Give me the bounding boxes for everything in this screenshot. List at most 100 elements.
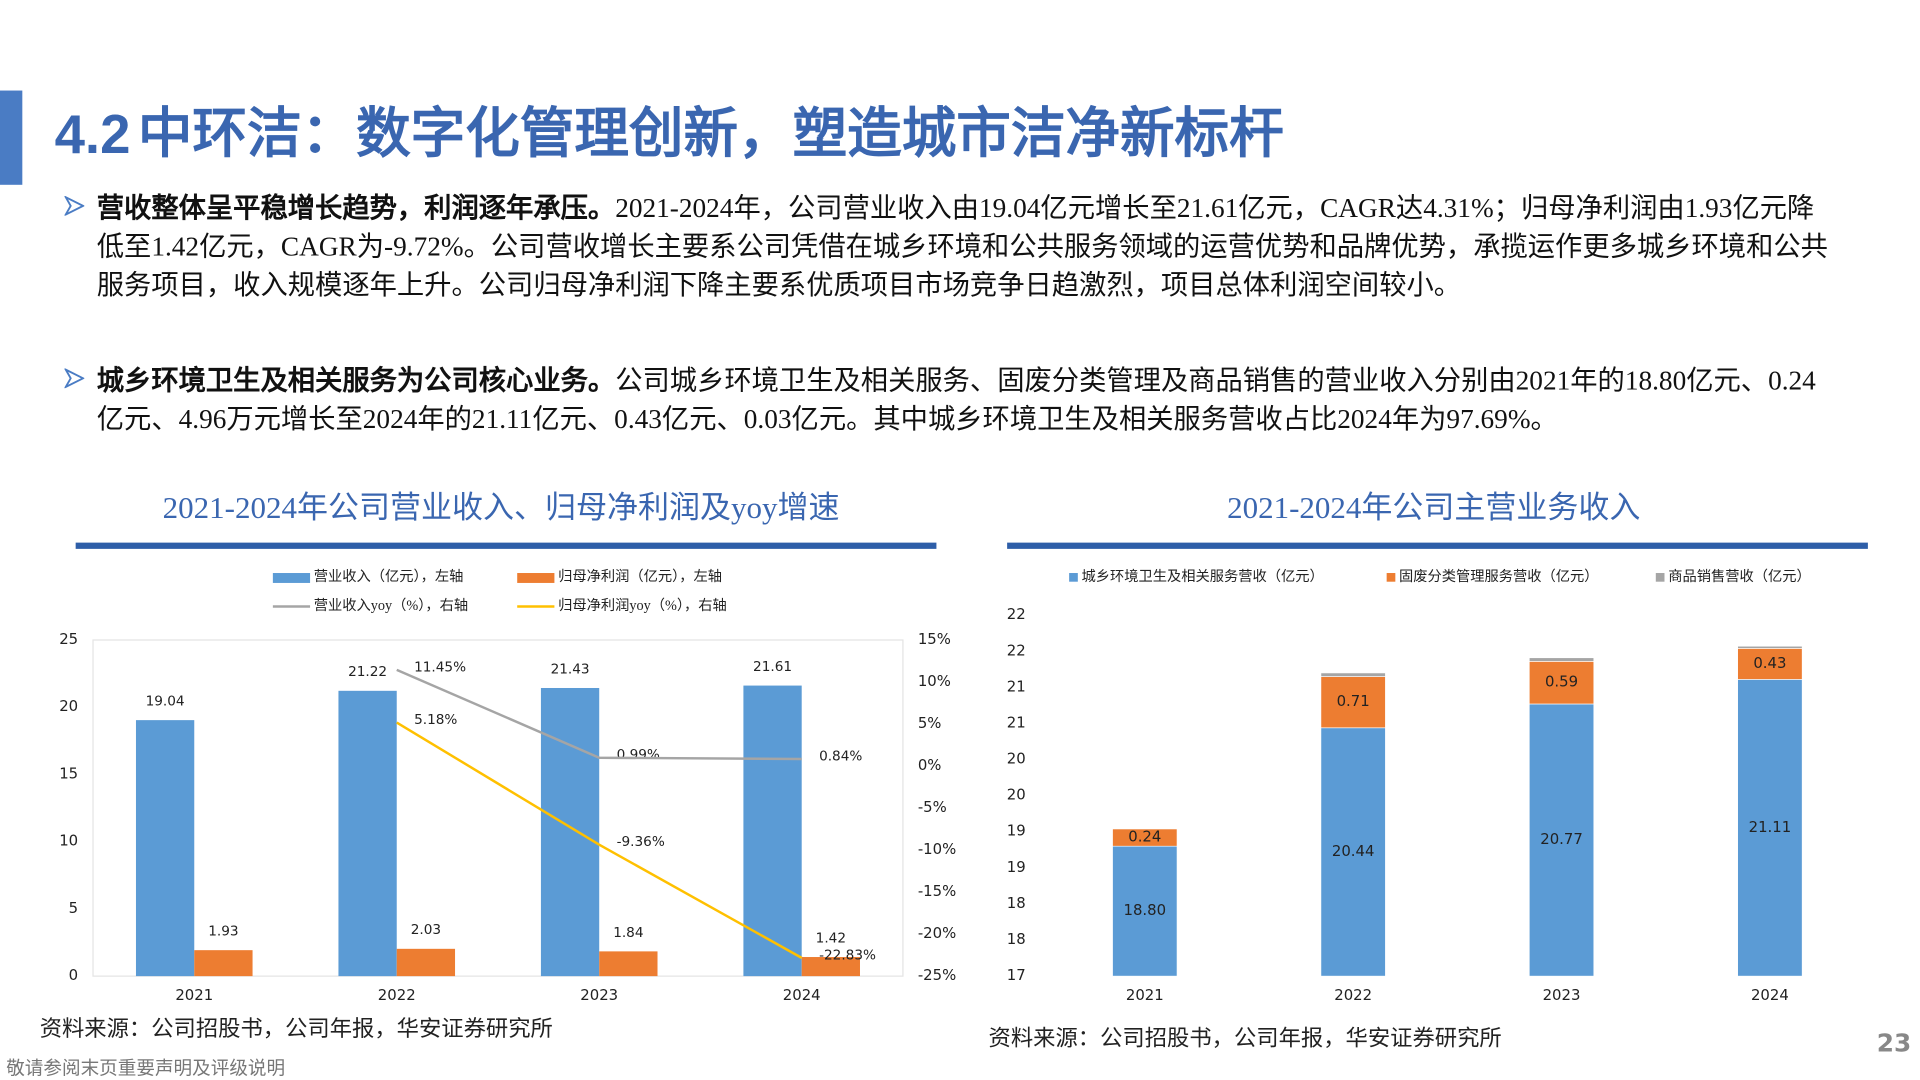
plot-frame bbox=[92, 639, 904, 977]
y2-tick-label: 10% bbox=[918, 672, 951, 690]
bar-segment bbox=[1528, 657, 1595, 662]
chart-title: 2021-2024年公司营业收入、归母净利润及yoy增速 bbox=[163, 490, 840, 525]
bullet: 城乡环境卫生及相关服务为公司核心业务。公司城乡环境卫生及相关服务、固废分类管理及… bbox=[64, 361, 1833, 438]
y2-tick-label: -20% bbox=[918, 924, 956, 942]
data-label: -22.83% bbox=[819, 947, 876, 963]
legend-label: 营业收入（亿元），左轴 bbox=[314, 568, 464, 585]
y-tick-label: 21 bbox=[1007, 677, 1026, 695]
y-tick-label: 17 bbox=[1007, 966, 1026, 984]
source-note: 资料来源：公司招股书，公司年报，华安证券研究所 bbox=[40, 1016, 553, 1041]
title-number: 4.2 bbox=[55, 104, 131, 165]
y2-tick-label: 0% bbox=[918, 756, 942, 774]
y2-tick-label: 15% bbox=[918, 630, 951, 648]
y2-tick-label: -10% bbox=[918, 840, 956, 858]
data-label: 21.22 bbox=[348, 664, 387, 680]
data-label: 1.93 bbox=[208, 924, 238, 940]
bar-segment bbox=[1320, 676, 1386, 729]
chart-title: 2021-2024年公司主营业务收入 bbox=[1227, 490, 1640, 525]
disclaimer: 敬请参阅末页重要声明及评级说明 bbox=[6, 1059, 285, 1080]
y2-tick-label: 5% bbox=[918, 714, 942, 732]
slide-title: 4.2 中环洁：数字化管理创新，塑造城市洁净新标杆 bbox=[55, 102, 1284, 165]
x-tick-label: 2022 bbox=[1334, 986, 1372, 1004]
x-tick-label: 2021 bbox=[1126, 986, 1164, 1004]
y2-tick-label: -25% bbox=[918, 966, 956, 984]
bullet-arrow bbox=[64, 195, 85, 216]
bar bbox=[194, 950, 253, 977]
bar-segment bbox=[1737, 679, 1803, 977]
data-label: 20.44 bbox=[1332, 842, 1375, 860]
bar bbox=[540, 687, 600, 977]
data-label: 21.11 bbox=[1749, 818, 1792, 836]
bar-segment bbox=[1528, 661, 1595, 705]
title-accent bbox=[0, 90, 23, 185]
y-tick-label: 18 bbox=[1007, 894, 1026, 912]
bar-segment bbox=[1320, 672, 1386, 677]
y-tick-label: 19 bbox=[1007, 858, 1026, 876]
legend-swatch bbox=[1069, 573, 1078, 582]
y-tick-label: 20 bbox=[1007, 786, 1026, 804]
data-label: 0.59 bbox=[1545, 673, 1578, 691]
page-number: 23 bbox=[1877, 1028, 1912, 1057]
data-label: 2.03 bbox=[411, 922, 441, 938]
bar bbox=[801, 957, 860, 977]
bullet-arrow bbox=[64, 368, 85, 389]
y-tick-label: 25 bbox=[59, 630, 78, 648]
x-tick-label: 2021 bbox=[175, 986, 213, 1004]
y-tick-label: 21 bbox=[1007, 713, 1026, 731]
data-label: 21.43 bbox=[551, 661, 590, 677]
x-tick-label: 2024 bbox=[783, 986, 821, 1004]
y-tick-label: 0 bbox=[69, 966, 78, 984]
data-label: -9.36% bbox=[617, 834, 665, 850]
legend-swatch bbox=[517, 573, 555, 583]
data-label: 0.24 bbox=[1128, 828, 1161, 846]
legend-label: 固废分类管理服务营收（亿元） bbox=[1399, 568, 1599, 585]
data-label: 21.61 bbox=[753, 659, 792, 675]
data-label: 11.45% bbox=[414, 659, 466, 675]
x-tick-label: 2023 bbox=[1543, 986, 1581, 1004]
line bbox=[396, 668, 802, 761]
x-tick-label: 2024 bbox=[1751, 986, 1789, 1004]
data-label: 0.71 bbox=[1337, 692, 1370, 710]
bar-segment bbox=[1528, 703, 1595, 977]
y-tick-label: 15 bbox=[59, 764, 78, 782]
data-label: 19.04 bbox=[146, 694, 185, 710]
y-tick-label: 20 bbox=[1007, 750, 1026, 768]
legend-label: 归母净利润yoy（%），右轴 bbox=[558, 597, 727, 614]
bullet-text: 公司城乡环境卫生及相关服务、固废分类管理及商品销售的营业收入分别由2021年的1… bbox=[96, 364, 1816, 435]
data-label: 18.80 bbox=[1124, 901, 1167, 919]
data-label: 1.42 bbox=[816, 930, 846, 946]
legend-label: 商品销售营收（亿元） bbox=[1668, 568, 1811, 585]
bullet-lead: 营收整体呈平稳增长趋势，利润逐年承压。 bbox=[96, 192, 616, 224]
legend-label: 城乡环境卫生及相关服务营收（亿元） bbox=[1082, 567, 1324, 585]
bar bbox=[396, 948, 456, 977]
bar bbox=[599, 951, 658, 977]
data-label: 0.84% bbox=[819, 749, 862, 765]
y-tick-label: 18 bbox=[1007, 930, 1026, 948]
title-text: 中环洁：数字化管理创新，塑造城市洁净新标杆 bbox=[138, 102, 1284, 163]
y2-tick-label: -5% bbox=[918, 798, 947, 816]
data-label: 0.43 bbox=[1753, 654, 1786, 672]
y2-tick-label: -15% bbox=[918, 882, 956, 900]
data-label: 1.84 bbox=[613, 925, 643, 941]
source-note: 资料来源：公司招股书，公司年报，华安证券研究所 bbox=[989, 1026, 1502, 1051]
legend-swatch bbox=[272, 573, 311, 583]
bar-segment bbox=[1320, 727, 1386, 977]
data-label: 0.99% bbox=[617, 747, 660, 763]
bullet-lead: 城乡环境卫生及相关服务为公司核心业务。 bbox=[96, 364, 616, 396]
legend-label: 归母净利润（亿元），左轴 bbox=[558, 568, 722, 585]
y-tick-label: 19 bbox=[1007, 822, 1026, 840]
legend-swatch bbox=[1655, 573, 1665, 582]
bullet-text: 2021-2024年，公司营业收入由19.04亿元增长至21.61亿元，CAGR… bbox=[96, 192, 1828, 301]
bullet: 营收整体呈平稳增长趋势，利润逐年承压。2021-2024年，公司营业收入由19.… bbox=[64, 189, 1833, 304]
bar bbox=[338, 690, 397, 977]
bar-segment bbox=[1737, 645, 1803, 649]
legend-label: 营业收入yoy（%），右轴 bbox=[314, 597, 468, 614]
y-tick-label: 5 bbox=[69, 899, 78, 917]
data-label: 20.77 bbox=[1540, 830, 1583, 848]
bar-segment bbox=[1112, 845, 1178, 977]
bar bbox=[743, 685, 802, 977]
x-tick-label: 2022 bbox=[378, 986, 416, 1004]
legend-swatch bbox=[1386, 573, 1396, 582]
y-tick-label: 22 bbox=[1007, 641, 1026, 659]
